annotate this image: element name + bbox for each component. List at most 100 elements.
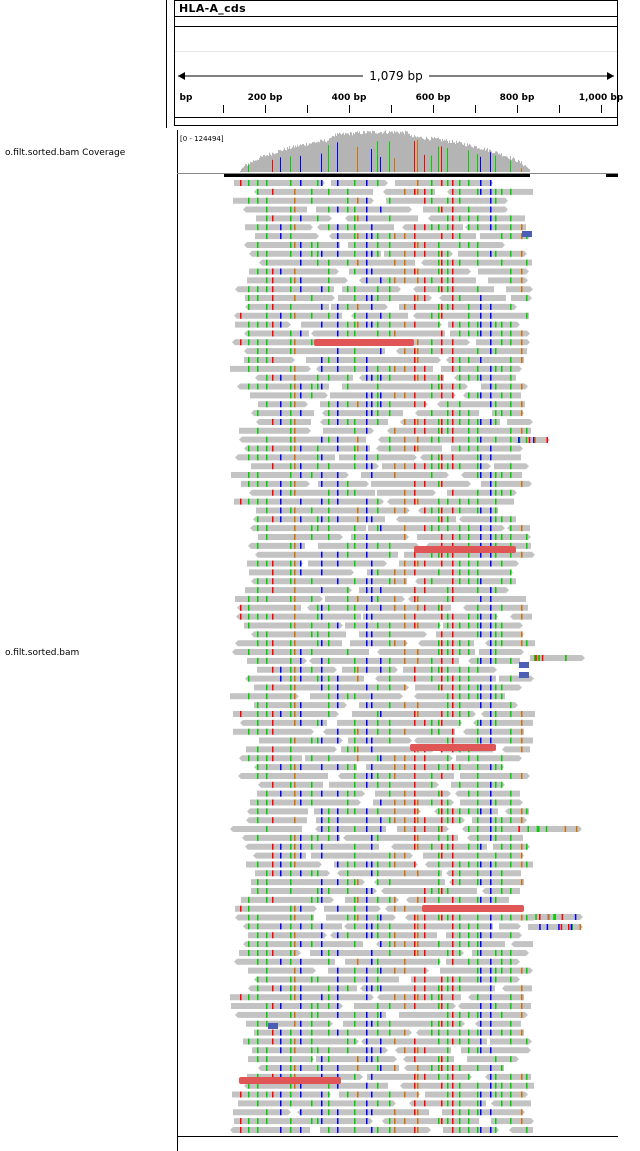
read[interactable] bbox=[238, 1100, 396, 1107]
read[interactable] bbox=[447, 489, 517, 496]
read[interactable] bbox=[509, 1126, 533, 1133]
read[interactable] bbox=[330, 392, 456, 399]
read[interactable] bbox=[305, 755, 453, 762]
read[interactable] bbox=[235, 1011, 386, 1018]
read[interactable] bbox=[316, 365, 433, 372]
read[interactable] bbox=[395, 180, 493, 186]
read[interactable] bbox=[491, 1118, 534, 1125]
read[interactable] bbox=[349, 268, 471, 275]
read[interactable] bbox=[337, 719, 462, 726]
read[interactable] bbox=[463, 728, 524, 735]
read[interactable] bbox=[258, 1065, 399, 1071]
read[interactable] bbox=[454, 374, 516, 381]
coverage-track-label[interactable]: o.filt.sorted.bam Coverage bbox=[5, 148, 126, 158]
read[interactable] bbox=[449, 879, 524, 886]
read[interactable] bbox=[381, 888, 477, 894]
read[interactable] bbox=[245, 303, 329, 310]
read[interactable] bbox=[244, 1082, 388, 1089]
read[interactable] bbox=[297, 1109, 429, 1116]
read[interactable] bbox=[345, 622, 441, 629]
read[interactable] bbox=[366, 764, 504, 771]
read[interactable] bbox=[507, 525, 530, 532]
read[interactable] bbox=[247, 277, 348, 284]
read[interactable] bbox=[446, 932, 522, 939]
read[interactable] bbox=[338, 295, 432, 302]
alignment-track-label[interactable]: o.filt.sorted.bam bbox=[5, 648, 80, 658]
read[interactable] bbox=[251, 879, 365, 886]
read[interactable] bbox=[247, 808, 308, 815]
read[interactable] bbox=[417, 534, 531, 540]
read[interactable] bbox=[505, 808, 529, 815]
read[interactable] bbox=[233, 197, 374, 204]
read[interactable] bbox=[472, 949, 529, 956]
read[interactable] bbox=[329, 781, 439, 788]
read[interactable] bbox=[256, 507, 410, 514]
read[interactable] bbox=[413, 312, 529, 319]
read[interactable] bbox=[361, 1038, 487, 1045]
read[interactable] bbox=[237, 604, 301, 611]
read[interactable] bbox=[254, 764, 357, 771]
read[interactable] bbox=[234, 958, 335, 965]
read[interactable] bbox=[472, 817, 527, 824]
read[interactable] bbox=[253, 516, 385, 523]
read[interactable] bbox=[502, 746, 530, 753]
read[interactable] bbox=[461, 1047, 531, 1054]
read[interactable] bbox=[248, 1056, 314, 1063]
read[interactable] bbox=[316, 206, 412, 213]
read[interactable] bbox=[243, 206, 307, 213]
read[interactable] bbox=[460, 772, 530, 779]
read[interactable] bbox=[442, 1109, 525, 1116]
read[interactable] bbox=[418, 507, 498, 514]
read[interactable] bbox=[331, 303, 388, 310]
read[interactable] bbox=[245, 675, 364, 682]
read[interactable] bbox=[468, 994, 524, 1001]
read[interactable] bbox=[399, 1011, 528, 1018]
read[interactable] bbox=[230, 365, 311, 372]
read[interactable] bbox=[320, 401, 428, 408]
read[interactable] bbox=[342, 286, 401, 293]
read[interactable] bbox=[351, 534, 409, 540]
read[interactable] bbox=[345, 896, 399, 903]
read[interactable] bbox=[234, 312, 342, 319]
read[interactable] bbox=[250, 392, 328, 399]
read[interactable] bbox=[326, 914, 396, 921]
read[interactable] bbox=[306, 357, 441, 363]
read[interactable] bbox=[476, 339, 530, 346]
read[interactable] bbox=[478, 268, 529, 275]
read[interactable] bbox=[310, 693, 403, 700]
read[interactable] bbox=[502, 985, 532, 992]
read[interactable] bbox=[363, 613, 498, 620]
read[interactable] bbox=[367, 1073, 472, 1080]
read[interactable] bbox=[244, 348, 385, 355]
read[interactable] bbox=[351, 312, 408, 319]
read[interactable] bbox=[395, 1047, 451, 1054]
read[interactable] bbox=[236, 613, 361, 620]
read[interactable] bbox=[230, 994, 374, 1001]
read[interactable] bbox=[359, 702, 518, 709]
read[interactable] bbox=[255, 233, 319, 240]
read[interactable] bbox=[244, 622, 343, 629]
read[interactable] bbox=[481, 711, 535, 717]
read[interactable] bbox=[239, 436, 366, 443]
read[interactable] bbox=[250, 525, 366, 532]
read[interactable] bbox=[515, 437, 550, 443]
read[interactable] bbox=[448, 321, 520, 328]
read[interactable] bbox=[254, 1029, 412, 1036]
read[interactable] bbox=[233, 1109, 291, 1116]
read[interactable] bbox=[499, 923, 521, 930]
read[interactable] bbox=[421, 259, 532, 266]
read[interactable] bbox=[361, 472, 449, 479]
read[interactable] bbox=[406, 896, 509, 903]
read[interactable] bbox=[415, 578, 516, 585]
read[interactable] bbox=[511, 295, 532, 302]
read[interactable] bbox=[456, 755, 522, 762]
read[interactable] bbox=[249, 250, 381, 257]
read[interactable] bbox=[437, 401, 525, 408]
read[interactable] bbox=[511, 941, 533, 948]
read[interactable] bbox=[231, 1003, 343, 1010]
read[interactable] bbox=[233, 711, 339, 717]
highlighted-read[interactable] bbox=[422, 905, 524, 912]
read[interactable] bbox=[322, 410, 403, 417]
read[interactable] bbox=[368, 525, 505, 532]
